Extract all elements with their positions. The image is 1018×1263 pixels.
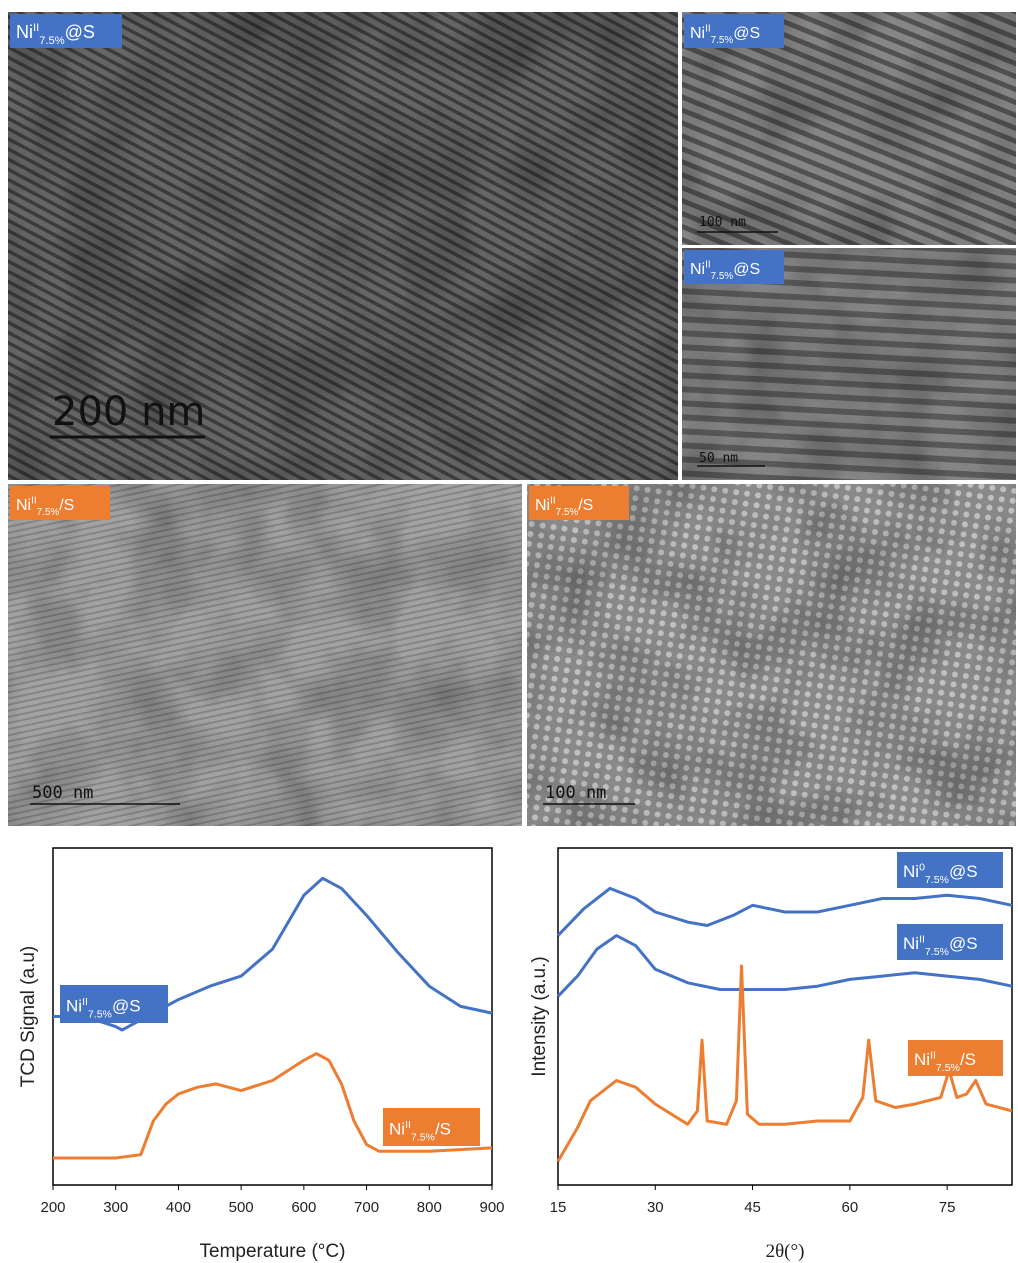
series-line	[556, 934, 1013, 998]
label-box	[684, 250, 784, 284]
label-sup: II	[550, 496, 556, 507]
label-sup: II	[82, 996, 88, 1008]
label-text: NiII7.5%/S	[914, 1050, 976, 1074]
scale-bar-label: 100 nm	[699, 215, 746, 230]
x-axis-label: Temperature (°C)	[200, 1241, 346, 1262]
label-box	[60, 985, 168, 1023]
tem-shade	[682, 248, 1016, 480]
label-sub: 7.5%	[37, 507, 60, 518]
label-element: Ni	[66, 997, 82, 1016]
label-sub: 7.5%	[39, 35, 65, 47]
label-sup: II	[919, 934, 925, 946]
label-box	[529, 486, 629, 520]
label-element: Ni	[389, 1120, 405, 1139]
label-sub: 7.5%	[711, 35, 734, 46]
label-rest: @S	[733, 25, 760, 42]
label-box	[383, 1108, 480, 1146]
tem-shade	[8, 484, 522, 826]
series-line	[53, 1052, 493, 1160]
x-tick-label: 200	[40, 1199, 65, 1216]
label-box	[684, 14, 784, 48]
label-element: Ni	[690, 261, 705, 278]
label-element: Ni	[690, 25, 705, 42]
label-text: Ni07.5%@S	[903, 862, 978, 886]
x-tick-label: 75	[939, 1199, 956, 1216]
scale-bar-label: 50 nm	[699, 451, 738, 466]
tem-shade	[527, 484, 1016, 826]
label-sup: II	[705, 24, 711, 35]
label-box	[897, 924, 1003, 960]
tem-shade	[682, 12, 1016, 245]
y-axis-label: Intensity (a.u.)	[529, 956, 550, 1076]
label-text: NiII7.5%/S	[535, 496, 593, 519]
x-tick-label: 800	[417, 1199, 442, 1216]
label-rest: @S	[112, 997, 141, 1016]
label-box	[908, 1040, 1003, 1076]
label-rest: @S	[733, 261, 760, 278]
label-sub: 7.5%	[88, 1008, 112, 1020]
label-rest: @S	[949, 862, 978, 881]
label-rest: /S	[435, 1120, 451, 1139]
scale-bar-label: 100 nm	[545, 783, 606, 803]
x-tick-label: 15	[550, 1199, 567, 1216]
label-text: NiII7.5%@S	[66, 996, 141, 1020]
label-box	[897, 852, 1003, 888]
label-element: Ni	[535, 497, 550, 514]
x-tick-label: 600	[291, 1199, 316, 1216]
label-element: Ni	[903, 862, 919, 881]
label-sup: 0	[919, 862, 925, 874]
label-sup: II	[31, 496, 37, 507]
label-element: Ni	[914, 1050, 930, 1069]
x-tick-label: 45	[744, 1199, 761, 1216]
label-text: NiII7.5%@S	[690, 260, 760, 283]
scale-bar-label: 500 nm	[32, 783, 93, 803]
plot-frame	[557, 847, 1013, 1186]
label-text: NiII7.5%@S	[16, 22, 95, 47]
label-rest: @S	[949, 934, 978, 953]
y-axis-label: TCD Signal (a.u)	[18, 946, 39, 1088]
label-element: Ni	[16, 22, 33, 42]
label-sub: 7.5%	[556, 507, 579, 518]
x-axis-label: 2θ(°)	[766, 1241, 805, 1262]
x-tick-label: 700	[354, 1199, 379, 1216]
label-box	[10, 14, 122, 48]
series-line	[53, 876, 493, 1032]
label-text: NiII7.5%@S	[690, 24, 760, 47]
x-tick-label: 500	[229, 1199, 254, 1216]
series-line	[556, 886, 1013, 937]
label-box	[10, 486, 110, 520]
label-text: NiII7.5%@S	[903, 934, 978, 958]
label-text: NiII7.5%/S	[389, 1119, 451, 1143]
x-tick-label: 300	[103, 1199, 128, 1216]
scale-bar-label: 200 nm	[52, 389, 205, 435]
tem-shade	[8, 12, 678, 480]
label-element: Ni	[16, 497, 31, 514]
label-text: NiII7.5%/S	[16, 496, 74, 519]
label-rest: @S	[65, 22, 95, 42]
label-sub: 7.5%	[936, 1062, 960, 1074]
label-sup: II	[33, 22, 39, 34]
label-element: Ni	[903, 934, 919, 953]
label-sub: 7.5%	[411, 1131, 435, 1143]
x-tick-label: 60	[842, 1199, 859, 1216]
label-rest: /S	[960, 1050, 976, 1069]
label-sup: II	[930, 1050, 936, 1062]
label-sup: II	[405, 1119, 411, 1131]
x-tick-label: 400	[166, 1199, 191, 1216]
x-tick-label: 900	[479, 1199, 504, 1216]
label-rest: /S	[59, 497, 74, 514]
label-sub: 7.5%	[925, 946, 949, 958]
label-sup: II	[705, 260, 711, 271]
label-sub: 7.5%	[925, 874, 949, 886]
label-rest: /S	[578, 497, 593, 514]
label-sub: 7.5%	[711, 271, 734, 282]
x-tick-label: 30	[647, 1199, 664, 1216]
